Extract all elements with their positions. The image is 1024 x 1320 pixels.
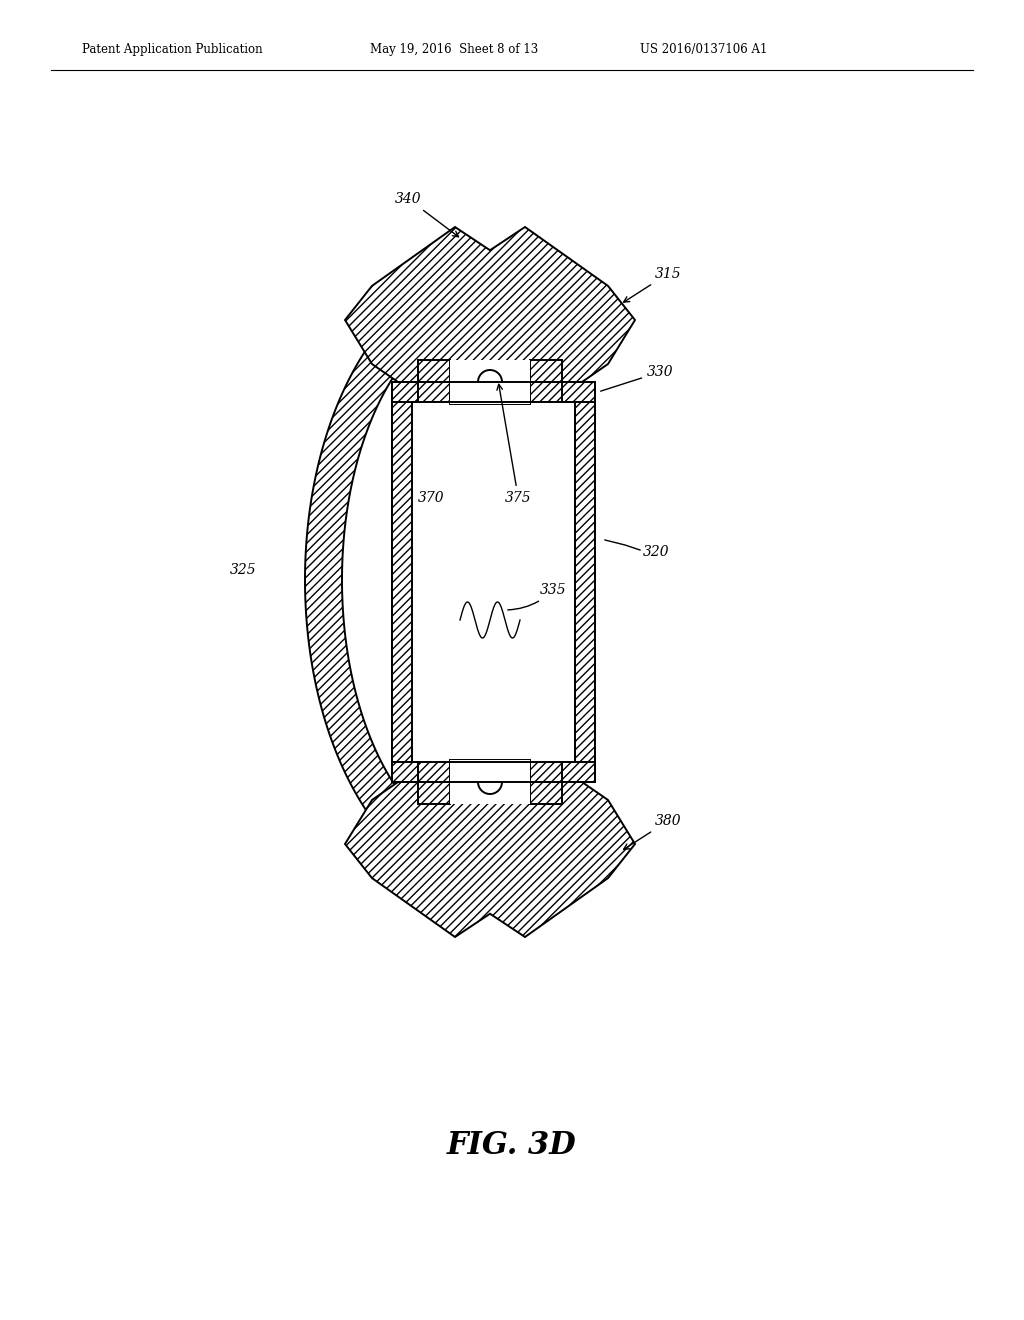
Text: 315: 315 xyxy=(624,267,682,302)
Text: US 2016/0137106 A1: US 2016/0137106 A1 xyxy=(640,44,767,57)
Text: 375: 375 xyxy=(497,384,531,506)
Polygon shape xyxy=(392,403,412,762)
Polygon shape xyxy=(412,403,575,762)
Polygon shape xyxy=(392,762,595,781)
Text: 335: 335 xyxy=(508,583,566,610)
Polygon shape xyxy=(478,370,502,381)
Polygon shape xyxy=(305,271,596,890)
Text: 325: 325 xyxy=(230,564,257,577)
Polygon shape xyxy=(450,360,530,404)
Text: 370: 370 xyxy=(418,491,444,506)
Polygon shape xyxy=(478,781,502,795)
Polygon shape xyxy=(392,762,450,804)
Polygon shape xyxy=(345,227,635,404)
Polygon shape xyxy=(450,760,530,804)
Text: Patent Application Publication: Patent Application Publication xyxy=(82,44,262,57)
Text: 330: 330 xyxy=(601,366,674,391)
Polygon shape xyxy=(575,403,595,762)
Text: FIG. 3D: FIG. 3D xyxy=(447,1130,577,1160)
Text: May 19, 2016  Sheet 8 of 13: May 19, 2016 Sheet 8 of 13 xyxy=(370,44,539,57)
Text: 320: 320 xyxy=(643,545,670,558)
Polygon shape xyxy=(345,760,635,937)
Text: 380: 380 xyxy=(624,813,682,849)
Text: 340: 340 xyxy=(395,191,459,236)
Polygon shape xyxy=(530,762,595,804)
Polygon shape xyxy=(392,381,595,403)
Polygon shape xyxy=(530,360,595,403)
Polygon shape xyxy=(392,360,450,403)
